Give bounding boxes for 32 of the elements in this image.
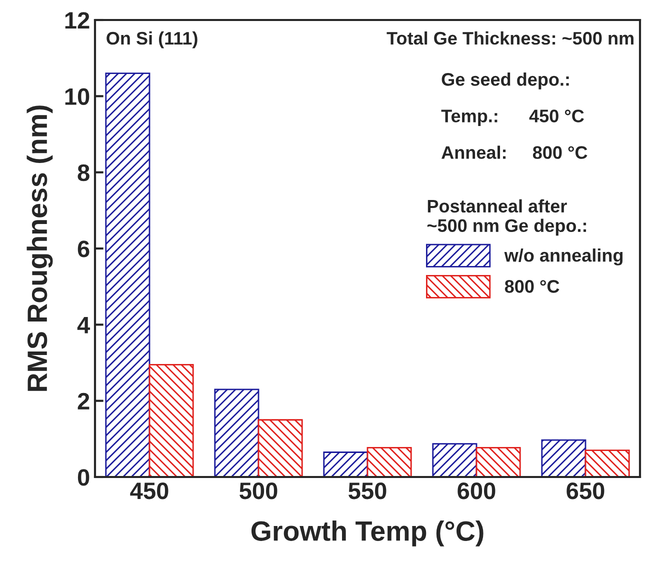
bar (105, 72, 150, 477)
x-tick-label: 550 (348, 482, 386, 500)
bar (541, 439, 586, 477)
legend-label: 800 °C (504, 280, 560, 293)
annotation: Anneal: 800 °C (442, 146, 588, 159)
y-tick-label: 2 (78, 392, 90, 410)
y-tick-label: 12 (65, 12, 90, 29)
bar (476, 446, 521, 477)
x-tick-label: 650 (566, 482, 604, 500)
bar (148, 364, 194, 477)
bar (432, 443, 478, 477)
y-tick-label: 0 (78, 469, 90, 486)
y-tick-label: 8 (78, 164, 90, 182)
y-tick-label: 10 (65, 88, 90, 105)
x-axis-title: Growth Temp (°C) (251, 520, 484, 546)
annotation: Ge seed depo.: (442, 72, 569, 90)
bar (584, 450, 630, 477)
bar (214, 388, 260, 477)
bar (323, 452, 368, 477)
x-tick-label: 600 (458, 482, 496, 500)
annotation: Temp.: 450 °C (441, 110, 584, 126)
x-tick-label: 450 (130, 482, 168, 500)
annotation: On Si (111) (106, 31, 198, 48)
y-axis-title: RMS Roughness (nm) (26, 106, 53, 391)
bar (366, 446, 412, 477)
legend-label: w/o annealing (504, 248, 623, 266)
annotation: Total Ge Thickness: ~500 nm (386, 31, 634, 45)
y-tick-label: 6 (78, 240, 90, 258)
legend-title: Postanneal after ~500 nm Ge depo.: (427, 199, 586, 236)
bar (258, 419, 303, 477)
y-tick-label: 4 (77, 316, 90, 334)
x-tick-label: 500 (240, 482, 278, 500)
